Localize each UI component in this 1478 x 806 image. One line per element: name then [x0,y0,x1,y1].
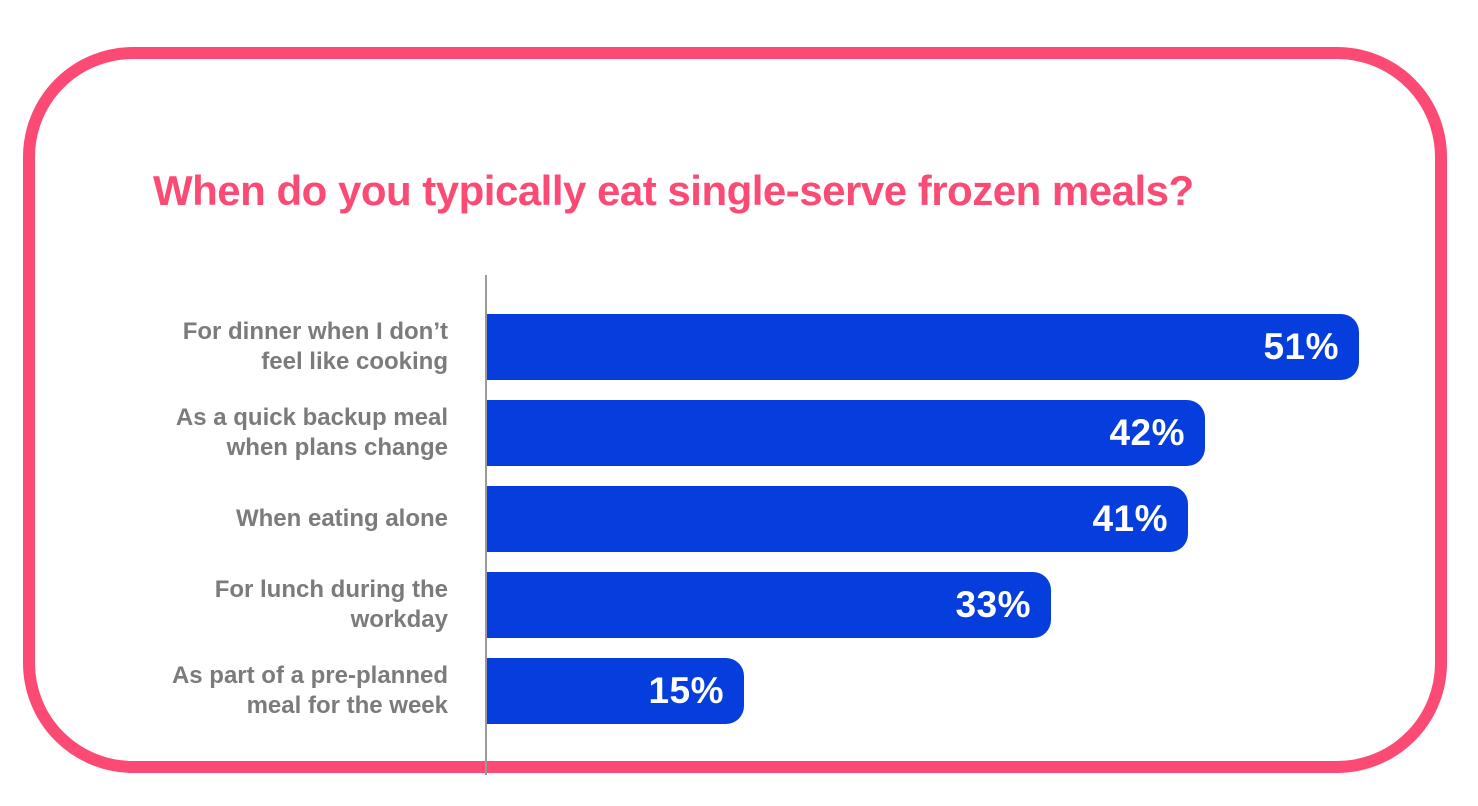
bar: 42% [487,400,1205,466]
bar-row: When eating alone 41% [118,486,1359,552]
bar: 41% [487,486,1188,552]
bar: 51% [487,314,1359,380]
value-label: 41% [1092,498,1168,539]
bar-row: As part of a pre-planned meal for the we… [118,658,1359,724]
bar: 33% [487,572,1051,638]
category-label: As a quick backup meal when plans change [175,404,448,461]
bar-row: For dinner when I don’t feel like cookin… [118,314,1359,380]
bar-chart: For dinner when I don’t feel like cookin… [118,314,1359,724]
category-label: When eating alone [235,505,448,532]
chart-title: When do you typically eat single-serve f… [153,167,1194,214]
bar: 15% [487,658,744,724]
bar-row: For lunch during the workday 33% [118,572,1359,638]
category-label: For dinner when I don’t feel like cookin… [182,318,448,375]
chart-card: When do you typically eat single-serve f… [23,47,1447,775]
value-label: 33% [955,584,1031,625]
value-label: 42% [1109,412,1185,453]
category-label: As part of a pre-planned meal for the we… [171,662,448,719]
value-label: 51% [1263,326,1339,367]
category-label: For lunch during the workday [214,576,448,633]
y-axis-line [485,275,487,775]
bar-row: As a quick backup meal when plans change… [118,400,1359,466]
value-label: 15% [648,670,724,711]
